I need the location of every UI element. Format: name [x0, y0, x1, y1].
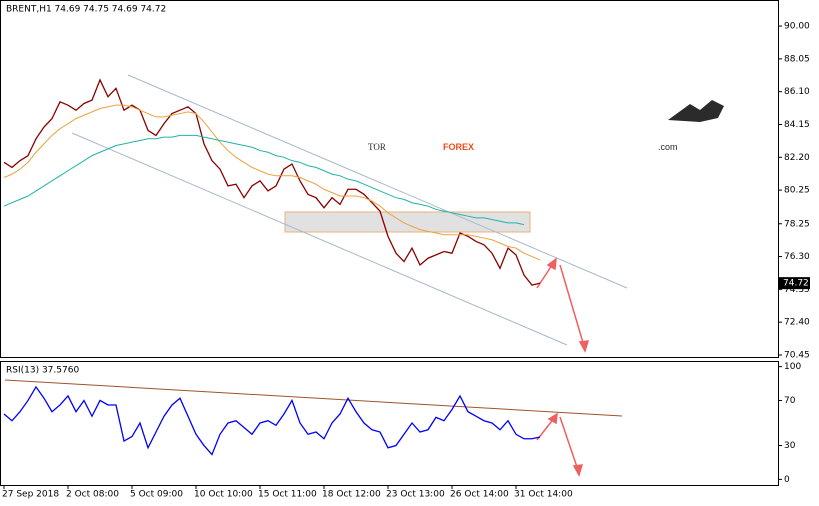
y-tick-label: 72.40 — [784, 318, 810, 328]
logo-tor: TOR — [368, 142, 386, 152]
x-tick-label: 27 Sep 2018 — [2, 490, 59, 500]
y-tick-label: 86.10 — [784, 87, 810, 97]
logo-com: .com — [658, 142, 678, 152]
last-price-label: 74.72 — [783, 279, 809, 289]
y-tick-label: 70.45 — [784, 350, 810, 360]
x-tick-label: 15 Oct 11:00 — [258, 490, 317, 500]
y-tick-label: 100 — [784, 362, 801, 372]
rsi-trendline — [4, 379, 623, 417]
rsi-title: RSI(13) 37.5760 — [6, 366, 79, 376]
logo-forex: FOREX — [443, 142, 474, 152]
series-line — [3, 78, 541, 286]
series-line — [3, 385, 541, 456]
series-line — [3, 134, 525, 226]
logo: TOR FOREX .com — [368, 100, 724, 152]
x-tick-label: 26 Oct 14:00 — [450, 490, 509, 500]
y-tick-label: 30 — [784, 441, 796, 451]
y-tick-label: 82.20 — [784, 153, 810, 163]
y-tick-label: 90.00 — [784, 22, 810, 32]
series-line — [3, 104, 541, 261]
channel-lower — [71, 132, 568, 346]
x-tick-label: 31 Oct 14:00 — [514, 490, 573, 500]
x-tick-label: 2 Oct 08:00 — [66, 490, 119, 500]
y-tick-label: 70 — [784, 396, 796, 406]
x-tick-label: 5 Oct 09:00 — [130, 490, 183, 500]
y-tick-label: 74.35 — [784, 285, 810, 295]
price-title: BRENT,H1 74.69 74.75 74.69 74.72 — [6, 5, 166, 15]
arrow — [559, 416, 579, 471]
price-panel — [0, 0, 779, 358]
x-tick-label: 23 Oct 13:00 — [386, 490, 445, 500]
arrow-head — [546, 257, 557, 271]
x-tick-label: 18 Oct 12:00 — [322, 490, 381, 500]
y-tick-label: 88.05 — [784, 54, 810, 64]
y-tick-label: 76.30 — [784, 252, 810, 262]
resistance-zone — [284, 211, 531, 233]
channel-upper — [127, 74, 628, 289]
logo-bull — [668, 100, 724, 122]
y-tick-label: 84.15 — [784, 120, 810, 130]
rsi-panel — [0, 361, 779, 486]
arrow — [559, 264, 585, 347]
x-tick-label: 10 Oct 10:00 — [194, 490, 253, 500]
arrow-head — [578, 340, 590, 353]
y-tick-label: 78.25 — [784, 219, 810, 229]
arrow-head — [547, 412, 558, 425]
last-price-box — [779, 277, 810, 290]
y-tick-label: 0 — [784, 475, 790, 485]
arrow-head — [572, 464, 584, 477]
y-tick-label: 80.25 — [784, 186, 810, 196]
